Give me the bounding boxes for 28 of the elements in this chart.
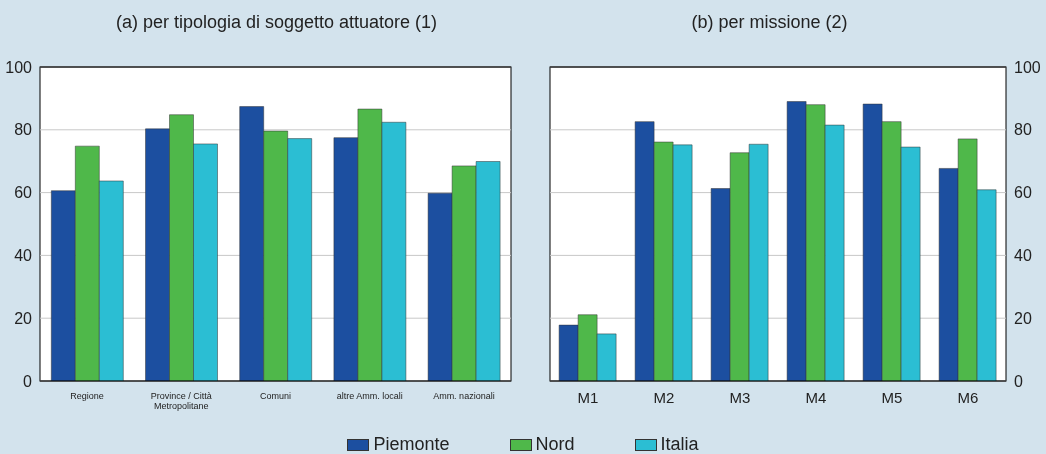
y-tick-label: 100 [5, 58, 33, 76]
x-tick-label: M3 [729, 389, 751, 406]
x-tick-label: Province / Città Metropolitane [150, 391, 212, 411]
x-tick-label: M1 [577, 389, 599, 406]
y2-tick-label: 20 [1014, 309, 1032, 327]
legend-label: Nord [535, 434, 575, 454]
x-tick-label: altre Amm. locali [336, 391, 403, 401]
chart-title: (a) per tipologia di soggetto attuatore (1) [114, 11, 439, 34]
y2-tick-label: 40 [1014, 247, 1032, 265]
legend-label: Italia [660, 434, 699, 454]
y2-tick-label: 0 [1014, 372, 1023, 390]
y-tick-label: 60 [14, 184, 33, 202]
y2-tick-label: 60 [1014, 184, 1032, 202]
y2-tick-label: 100 [1014, 58, 1041, 76]
x-tick-label: M2 [653, 389, 675, 406]
chart-title: (b) per missione (2) [690, 11, 849, 34]
legend-label: Piemonte [373, 434, 450, 454]
y-tick-label: 20 [14, 309, 33, 327]
y2-tick-label: 80 [1014, 121, 1032, 139]
x-tick-label: Amm. nazionali [433, 391, 495, 401]
x-tick-label: M4 [805, 389, 827, 406]
x-tick-label: M5 [881, 389, 903, 406]
x-tick-label: M6 [957, 389, 979, 406]
x-tick-label: Comuni [259, 391, 292, 401]
y-tick-label: 0 [23, 372, 33, 390]
y-tick-label: 80 [14, 121, 33, 139]
x-tick-label: Regione [70, 391, 104, 401]
y-tick-label: 40 [14, 247, 33, 265]
